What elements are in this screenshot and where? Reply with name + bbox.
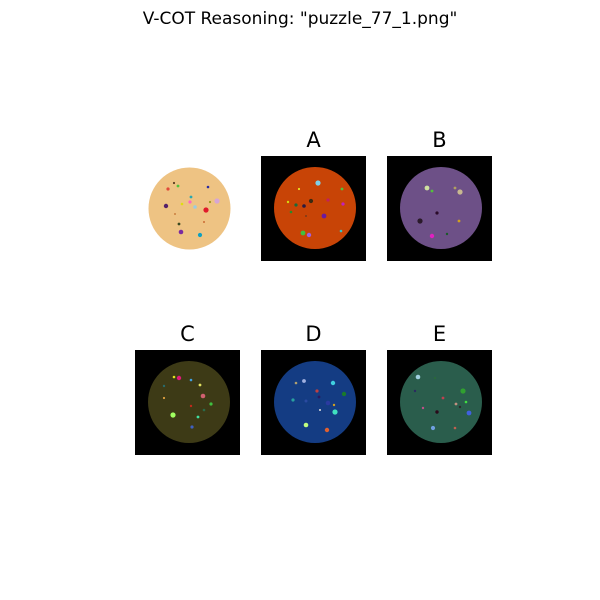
option-b-circle (400, 167, 482, 249)
reference-dots (163, 181, 220, 238)
option-b-label: B (432, 128, 447, 152)
option-a-image (261, 156, 366, 261)
option-a-circle (274, 167, 356, 249)
option-d-dots (291, 379, 347, 433)
option-c-image (135, 350, 240, 455)
option-c-dots (162, 375, 213, 429)
option-e-label: E (432, 322, 447, 346)
option-b-dots (417, 185, 463, 239)
option-a-dots (286, 180, 345, 238)
figure-title: V-COT Reasoning: "puzzle_77_1.png" (142, 9, 458, 29)
reference-circle (148, 167, 231, 250)
option-c-label: C (180, 322, 195, 346)
option-d-image (261, 350, 366, 455)
reference-circle-image (148, 167, 231, 250)
option-e-image (387, 350, 492, 455)
option-b-image (387, 156, 492, 261)
option-d-circle (274, 361, 356, 443)
option-a-label: A (306, 128, 321, 152)
option-d-label: D (305, 322, 322, 346)
option-e-dots (413, 374, 472, 431)
option-c-circle (148, 361, 230, 443)
option-e-circle (400, 361, 482, 443)
